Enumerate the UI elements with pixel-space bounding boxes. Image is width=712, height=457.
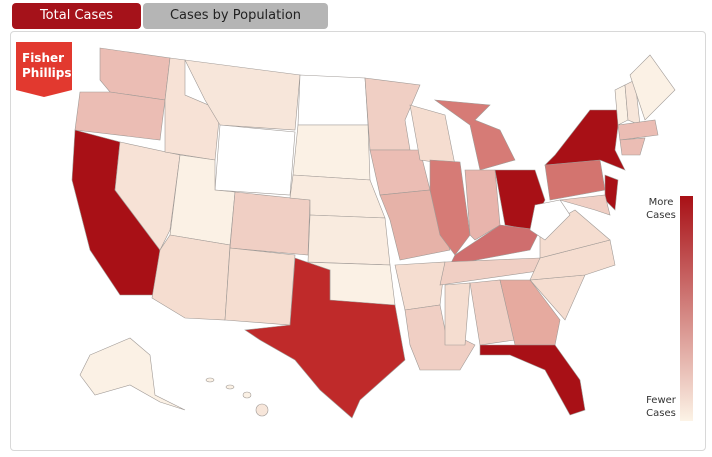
tab-cases-by-population[interactable]: Cases by Population — [143, 3, 328, 29]
state[interactable] — [214, 124, 296, 196]
state[interactable] — [433, 99, 516, 171]
state[interactable] — [404, 304, 476, 371]
tab-total-cases[interactable]: Total Cases — [12, 3, 141, 29]
logo: Fisher Phillips — [16, 42, 72, 97]
legend-label: Cases — [646, 210, 676, 221]
state[interactable] — [255, 403, 269, 417]
legend-label: More — [649, 197, 674, 208]
state[interactable] — [394, 261, 446, 311]
state[interactable] — [79, 337, 186, 411]
state[interactable] — [364, 77, 421, 151]
logo-badge — [16, 42, 72, 97]
state[interactable] — [151, 234, 231, 321]
state[interactable] — [184, 59, 301, 131]
state[interactable] — [444, 282, 471, 346]
logo-text: Fisher — [22, 51, 64, 65]
state[interactable] — [544, 159, 606, 201]
legend-gradient — [680, 196, 693, 421]
state[interactable] — [559, 194, 611, 216]
state[interactable] — [229, 191, 311, 256]
state[interactable] — [164, 57, 221, 161]
state[interactable] — [479, 344, 586, 416]
state[interactable] — [499, 279, 561, 346]
state[interactable] — [307, 214, 391, 266]
state[interactable] — [617, 119, 659, 141]
state[interactable] — [464, 169, 501, 241]
state[interactable] — [379, 189, 451, 261]
state[interactable] — [225, 384, 235, 390]
states — [71, 47, 676, 419]
state[interactable] — [244, 257, 406, 419]
state[interactable] — [629, 54, 676, 121]
state[interactable] — [619, 137, 646, 156]
state[interactable] — [242, 391, 252, 399]
state[interactable] — [529, 199, 571, 241]
map-panel — [10, 31, 706, 451]
state[interactable] — [224, 247, 296, 326]
state[interactable] — [74, 91, 166, 141]
state[interactable] — [292, 124, 371, 181]
state[interactable] — [297, 74, 369, 126]
legend-label: Cases — [646, 408, 676, 419]
state[interactable] — [604, 174, 619, 211]
state[interactable] — [205, 377, 215, 383]
state[interactable] — [544, 109, 626, 171]
legend-label: Fewer — [646, 395, 677, 406]
logo-text: Phillips — [22, 66, 72, 80]
